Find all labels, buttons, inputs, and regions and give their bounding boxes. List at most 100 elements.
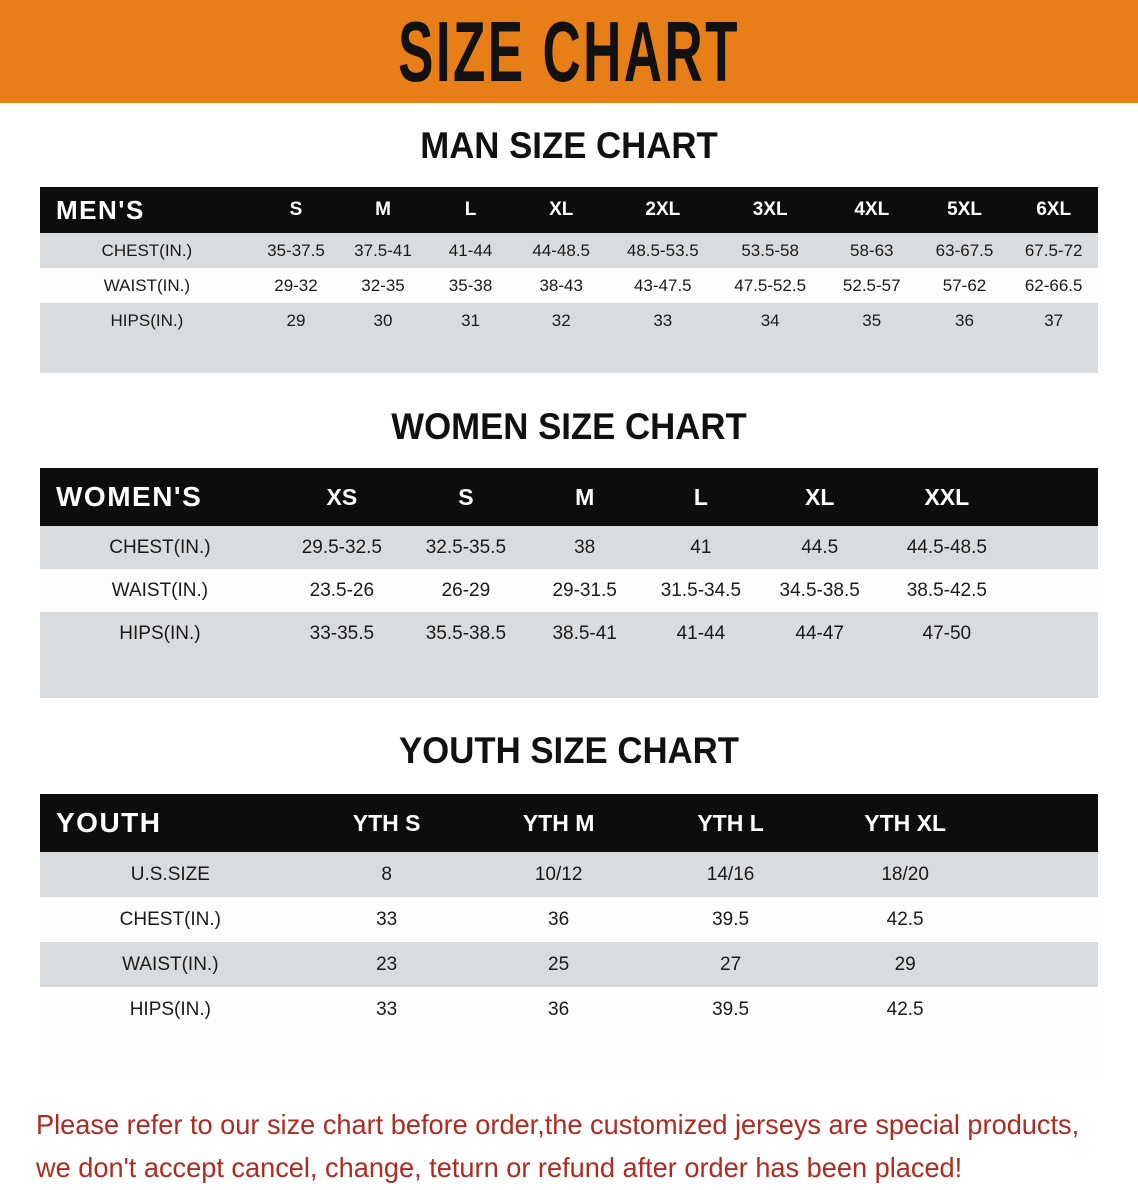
youth-table-footer-pad [40,1032,1098,1077]
youth-cell-3-4 [993,987,1098,1032]
youth-row-label-2: WAIST(IN.) [40,942,301,987]
man-row-label-0: CHEST(IN.) [40,233,254,268]
youth-col-header-2: YTH L [697,809,764,836]
women-row-label-2: HIPS(IN.) [40,612,280,655]
youth-cell-1-1: 36 [472,897,645,942]
man-cell-1-3: 38-43 [513,268,610,303]
table-row: HIPS(IN.) 33 36 39.5 42.5 [40,987,1098,1032]
youth-row-label-3: HIPS(IN.) [40,987,301,1032]
man-cell-2-3: 32 [513,303,610,338]
man-col-header-5: 3XL [752,199,788,220]
man-col-header-2: L [464,199,477,220]
youth-table-body: U.S.SIZE 8 10/12 14/16 18/20 CHEST(IN.) … [40,852,1098,1077]
man-row-label-2: HIPS(IN.) [40,303,254,338]
youth-row-label-0: U.S.SIZE [40,852,301,897]
women-table-head: WOMEN'S XS S M L XL XXL [40,468,1098,526]
youth-cell-1-3: 42.5 [816,897,994,942]
women-col-header-1: S [458,483,474,510]
man-cell-0-0: 35-37.5 [253,233,339,268]
women-cell-1-3: 31.5-34.5 [641,569,761,612]
women-cell-1-4: 34.5-38.5 [760,569,880,612]
youth-header-row: YOUTH YTH S YTH M YTH L YTH XL [40,794,1098,852]
women-row-label-1: WAIST(IN.) [40,569,280,612]
man-cell-2-1: 30 [338,303,428,338]
youth-cell-0-4 [993,852,1098,897]
women-col-header-4: XL [804,483,835,510]
man-cell-0-7: 63-67.5 [919,233,1010,268]
youth-pad-cell [40,1032,1098,1077]
youth-cell-0-2: 14/16 [644,852,817,897]
youth-cell-3-3: 42.5 [816,987,994,1032]
man-cell-2-8: 37 [1009,303,1098,338]
youth-cell-3-2: 39.5 [644,987,817,1032]
man-cell-0-5: 53.5-58 [716,233,824,268]
man-table-footer-pad [40,338,1098,373]
table-row: WAIST(IN.) 23 25 27 29 [40,942,1098,987]
youth-cell-2-3: 29 [816,942,994,987]
youth-row-label-1: CHEST(IN.) [40,897,301,942]
women-cell-0-6 [1014,526,1098,569]
youth-col-header-3: YTH XL [864,809,947,836]
table-row: CHEST(IN.) 33 36 39.5 42.5 [40,897,1098,942]
women-cell-1-6 [1014,569,1098,612]
man-cell-2-5: 34 [716,303,824,338]
women-table-body: CHEST(IN.) 29.5-32.5 32.5-35.5 38 41 44.… [40,526,1098,698]
man-cell-2-2: 31 [427,303,514,338]
women-cell-0-5: 44.5-48.5 [879,526,1015,569]
women-cell-2-6 [1014,612,1098,655]
youth-col-header-4 [994,794,1098,852]
man-col-header-1: M [375,199,391,220]
man-cell-0-1: 37.5-41 [338,233,428,268]
youth-corner-label: YOUTH [56,807,162,838]
youth-col-header-0: YTH S [352,809,421,836]
youth-cell-3-1: 36 [472,987,645,1032]
page-title: SIZE CHART [398,4,740,99]
women-pad-cell [40,655,1098,698]
youth-cell-0-0: 8 [300,852,473,897]
women-table-wrapper: WOMEN'S XS S M L XL XXL CHEST(IN.) 29.5-… [40,468,1098,698]
youth-cell-2-1: 25 [472,942,645,987]
women-col-header-0: XS [326,483,358,510]
women-cell-0-0: 29.5-32.5 [279,526,404,569]
youth-cell-1-0: 33 [300,897,473,942]
women-cell-1-2: 29-31.5 [527,569,642,612]
women-cell-0-1: 32.5-35.5 [403,526,528,569]
women-cell-2-1: 35.5-38.5 [403,612,528,655]
man-cell-1-2: 35-38 [427,268,514,303]
women-cell-2-3: 41-44 [641,612,761,655]
man-cell-0-3: 44-48.5 [513,233,610,268]
man-cell-1-0: 29-32 [253,268,339,303]
man-cell-0-2: 41-44 [427,233,514,268]
man-cell-2-6: 35 [823,303,920,338]
women-header-row: WOMEN'S XS S M L XL XXL [40,468,1098,526]
man-corner-label: MEN'S [56,194,145,225]
women-cell-1-0: 23.5-26 [279,569,404,612]
man-cell-2-0: 29 [253,303,339,338]
women-cell-1-1: 26-29 [403,569,528,612]
man-cell-2-7: 36 [919,303,1010,338]
man-table-wrapper: MEN'S S M L XL 2XL 3XL 4XL 5XL 6XL CHEST… [40,187,1098,373]
man-col-header-4: 2XL [645,199,681,220]
man-cell-0-6: 58-63 [823,233,920,268]
man-cell-1-1: 32-35 [338,268,428,303]
women-cell-2-4: 44-47 [760,612,880,655]
women-cell-2-2: 38.5-41 [527,612,642,655]
table-row: WAIST(IN.) 29-32 32-35 35-38 38-43 43-47… [40,268,1098,303]
women-cell-2-5: 47-50 [879,612,1015,655]
man-col-header-0: S [289,199,303,220]
youth-cell-1-4 [993,897,1098,942]
youth-cell-1-2: 39.5 [644,897,817,942]
table-row: CHEST(IN.) 35-37.5 37.5-41 41-44 44-48.5… [40,233,1098,268]
women-cell-0-2: 38 [527,526,642,569]
man-cell-0-8: 67.5-72 [1009,233,1098,268]
youth-cell-2-4 [993,942,1098,987]
youth-cell-3-0: 33 [300,987,473,1032]
man-cell-1-8: 62-66.5 [1009,268,1098,303]
youth-cell-0-3: 18/20 [816,852,994,897]
man-cell-0-4: 48.5-53.5 [609,233,717,268]
women-table-footer-pad [40,655,1098,698]
disclaimer-text: Please refer to our size chart before or… [36,1103,1079,1190]
man-pad-cell [40,338,1098,373]
women-section-title: WOMEN SIZE CHART [391,406,747,447]
man-cell-1-5: 47.5-52.5 [716,268,824,303]
